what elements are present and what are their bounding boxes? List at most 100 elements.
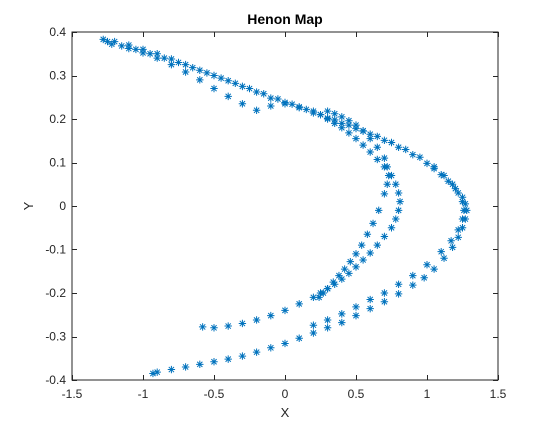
- data-point-0-116: [323, 115, 332, 123]
- y-tick-label-5: 0.1: [49, 156, 66, 170]
- y-tick-label-4: 0: [59, 199, 66, 213]
- data-point-0-161: [384, 171, 393, 180]
- data-point-0-148: [224, 322, 232, 330]
- data-point-0-84: [454, 189, 462, 197]
- data-point-0-17: [338, 119, 346, 128]
- data-point-0-72: [302, 105, 310, 114]
- data-point-0-42: [352, 311, 360, 320]
- data-point-0-173: [323, 284, 332, 293]
- data-point-0-100: [108, 40, 116, 48]
- data-point-0-37: [420, 274, 428, 282]
- chart-title: Henon Map: [247, 11, 322, 27]
- data-point-0-104: [167, 60, 176, 69]
- data-point-0-59: [118, 42, 126, 50]
- x-tick-label-4: 0.5: [348, 387, 365, 401]
- data-point-0-82: [440, 171, 448, 180]
- data-point-0-85: [458, 197, 467, 206]
- data-point-0-55: [167, 365, 176, 374]
- data-point-0-106: [196, 76, 204, 84]
- data-point-0-159: [380, 154, 389, 162]
- data-point-0-102: [139, 49, 147, 57]
- data-point-0-101: [125, 44, 133, 53]
- data-point-0-139: [331, 280, 339, 288]
- data-point-0-67: [231, 79, 239, 88]
- data-point-0-27: [451, 184, 460, 193]
- data-point-0-126: [392, 180, 400, 188]
- x-tick-label-5: 1: [424, 387, 431, 401]
- data-point-0-32: [458, 224, 467, 232]
- data-point-0-94: [380, 289, 389, 297]
- data-point-0-171: [335, 271, 343, 280]
- data-point-0-156: [359, 127, 367, 135]
- data-point-0-47: [281, 339, 289, 348]
- data-point-0-135: [359, 256, 367, 264]
- data-point-0-153: [338, 113, 346, 121]
- data-point-0-11: [252, 88, 261, 96]
- data-point-0-89: [447, 237, 455, 245]
- data-point-0-131: [387, 224, 396, 232]
- data-point-0-129: [394, 206, 403, 215]
- data-point-0-10: [238, 82, 247, 91]
- data-point-0-48: [267, 344, 275, 352]
- x-tick-label-2: -0.5: [204, 387, 225, 401]
- data-point-0-40: [380, 298, 389, 306]
- data-point-0-145: [267, 311, 275, 320]
- data-point-0-69: [260, 90, 268, 98]
- data-point-0-144: [281, 306, 289, 315]
- y-tick-label-1: -0.3: [45, 330, 66, 344]
- data-point-0-62: [160, 54, 168, 62]
- data-point-0-33: [454, 233, 462, 242]
- data-point-0-119: [345, 129, 353, 137]
- data-point-0-138: [338, 275, 346, 283]
- data-point-0-79: [402, 145, 410, 154]
- data-point-0-78: [387, 138, 396, 147]
- data-point-0-175: [315, 293, 323, 302]
- data-point-0-165: [369, 219, 377, 228]
- data-point-0-114: [309, 107, 318, 115]
- data-point-0-52: [210, 358, 218, 366]
- data-point-0-39: [394, 290, 403, 298]
- data-point-0-99: [309, 321, 318, 329]
- y-tick-label-7: 0.3: [49, 69, 66, 83]
- data-point-0-167: [357, 241, 366, 249]
- data-point-0-7: [196, 66, 204, 74]
- data-point-0-96: [352, 303, 360, 311]
- data-point-0-155: [352, 121, 360, 129]
- scatter-series: [99, 35, 471, 378]
- data-point-0-51: [224, 355, 232, 363]
- data-point-0-127: [394, 189, 403, 197]
- y-axis-ticks: -0.4 -0.3 -0.2 -0.1 0 0.1 0.2 0.3 0.4: [45, 25, 498, 387]
- data-point-0-68: [245, 84, 254, 93]
- data-point-0-150: [198, 323, 207, 331]
- data-point-0-143: [295, 300, 303, 308]
- data-point-0-146: [252, 316, 261, 324]
- data-point-0-26: [444, 177, 452, 185]
- data-point-0-111: [267, 102, 275, 110]
- data-point-0-1: [110, 37, 119, 46]
- data-point-0-5: [167, 55, 176, 63]
- data-point-0-123: [373, 155, 381, 164]
- x-tick-label-1: -1: [138, 387, 149, 401]
- data-point-0-86: [460, 206, 468, 215]
- data-point-0-118: [338, 124, 346, 132]
- x-tick-label-6: 1.5: [490, 387, 507, 401]
- data-point-0-151: [323, 107, 332, 115]
- data-point-0-113: [295, 103, 303, 111]
- data-point-0-0: [99, 35, 107, 44]
- data-point-0-163: [380, 190, 389, 198]
- data-point-0-71: [288, 100, 296, 108]
- data-point-0-66: [217, 74, 225, 82]
- data-point-0-97: [338, 310, 346, 318]
- data-point-0-168: [352, 250, 360, 258]
- data-point-0-45: [309, 329, 318, 337]
- data-point-0-103: [153, 54, 161, 62]
- data-point-0-4: [153, 50, 161, 58]
- y-tick-label-0: -0.4: [45, 373, 66, 387]
- data-point-0-117: [331, 119, 339, 128]
- data-point-0-28: [458, 193, 467, 201]
- data-point-0-164: [375, 206, 383, 215]
- y-tick-label-6: 0.2: [49, 112, 66, 126]
- data-point-0-58: [103, 37, 112, 46]
- data-point-0-121: [359, 141, 367, 149]
- data-point-0-8: [210, 71, 218, 80]
